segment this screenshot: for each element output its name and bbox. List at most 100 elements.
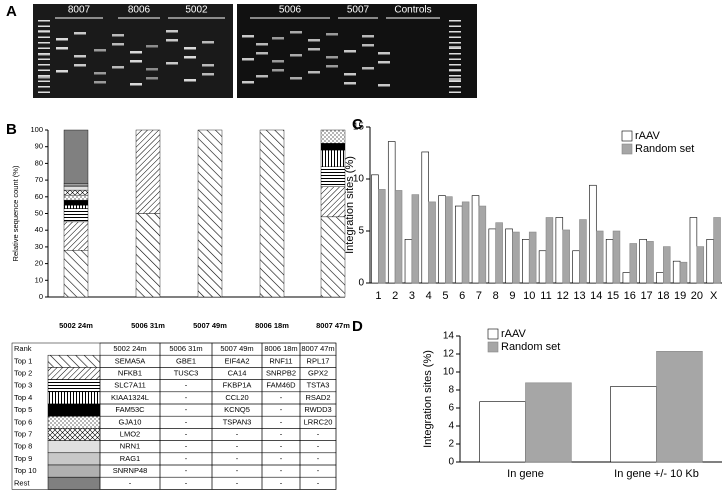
y-tick-label: 80	[35, 158, 43, 167]
bar-segment	[135, 129, 161, 214]
x-tick-label: 15	[607, 290, 619, 302]
gel-ladder	[38, 25, 50, 27]
gel-band	[362, 44, 374, 47]
gel-band	[94, 49, 106, 52]
bar-segment	[320, 186, 346, 218]
gel-band	[184, 47, 196, 50]
bar	[421, 151, 429, 284]
x-tick-label: 8	[493, 290, 499, 302]
table-cell-text: SNRPB2	[266, 368, 296, 377]
bar	[646, 241, 654, 284]
gel-ladder	[38, 80, 50, 82]
table-cell-text: SEMA5A	[115, 356, 145, 365]
gel-band	[74, 64, 86, 67]
gel-band	[242, 58, 254, 61]
x-tick-label: 11	[540, 290, 551, 302]
x-tick-label: 2	[392, 290, 398, 302]
table-cell-text: -	[185, 454, 188, 463]
table-cell-text: GJA10	[119, 417, 142, 426]
bar	[663, 246, 671, 284]
bar	[404, 239, 413, 284]
gel-band	[130, 51, 142, 54]
x-tick-label: 5007 49m	[193, 321, 227, 330]
table-cell-text: -	[236, 454, 239, 463]
gel-band	[362, 67, 374, 70]
table-cell-text: -	[317, 478, 320, 487]
table-cell-text: -	[280, 478, 283, 487]
bar	[522, 239, 530, 284]
x-tick-label: 7	[476, 290, 482, 302]
y-tick-label: 2	[448, 439, 454, 450]
gel-ladder	[38, 36, 50, 38]
bar	[696, 246, 705, 284]
gel-ladder	[38, 86, 50, 88]
table-swatch	[47, 367, 101, 380]
gel-band	[202, 73, 214, 76]
table-swatch	[47, 354, 101, 368]
table-cell-text: -	[185, 393, 188, 402]
x-tick-label: 5006 31m	[131, 321, 165, 330]
bar-segment	[63, 186, 89, 191]
gel-band	[256, 43, 268, 46]
gel-band	[378, 84, 390, 87]
gel-band	[146, 68, 158, 71]
y-tick-label: 0	[39, 292, 43, 301]
table-swatch	[47, 415, 101, 429]
bar	[622, 272, 631, 284]
table-cell-text: FAM46D	[266, 381, 296, 390]
bar-segment	[320, 129, 346, 144]
gel-band	[256, 75, 268, 78]
table-cell-text: -	[236, 429, 239, 438]
gel-band	[166, 39, 178, 42]
bar	[478, 205, 487, 284]
table-cell-text: GBE1	[176, 356, 196, 365]
bar-segment	[63, 189, 89, 196]
gel-lane-label: 8006	[128, 5, 151, 16]
y-tick-label: 10	[35, 275, 43, 284]
table-cell-text: -	[317, 442, 320, 451]
gel-band	[184, 79, 196, 82]
table-rank: Top 4	[14, 393, 32, 402]
y-tick-label: 6	[448, 403, 454, 414]
gel-band	[308, 71, 320, 74]
gel-ladder	[449, 47, 461, 49]
table-cell-text: -	[236, 478, 239, 487]
bar-segment	[63, 194, 89, 201]
gel-ladder	[449, 42, 461, 44]
table-cell-text: -	[129, 478, 132, 487]
gel-band	[449, 78, 461, 81]
bar	[371, 174, 379, 284]
table-cell-text: -	[317, 466, 320, 475]
table-border	[11, 342, 337, 490]
gel-ladder	[38, 64, 50, 66]
bar-segment	[320, 216, 346, 298]
gel-band	[56, 70, 68, 73]
table-cell-text: LRRC20	[304, 417, 333, 426]
table-col-header: 8007 47m	[301, 344, 334, 353]
gel-band	[112, 34, 124, 37]
x-tick-label: 19	[674, 290, 686, 302]
gel-band	[344, 50, 356, 53]
gel-band	[256, 52, 268, 55]
table-cell-text: RAG1	[120, 454, 140, 463]
gel-band	[130, 83, 142, 86]
bar-segment	[135, 213, 161, 298]
table-cell-text: -	[185, 405, 188, 414]
bar	[595, 230, 604, 284]
table-rank: Top 6	[14, 417, 32, 426]
table-cell-text: LMO2	[120, 429, 140, 438]
x-tick-label: 5002 24m	[59, 321, 93, 330]
gel-ladder	[449, 80, 461, 82]
table-cell-text: -	[185, 442, 188, 451]
x-tick-label: 14	[590, 290, 602, 302]
table-rank: Top 10	[14, 466, 37, 475]
bar	[656, 350, 703, 463]
bar	[445, 196, 453, 284]
table-cell-text: -	[236, 466, 239, 475]
bar	[612, 230, 621, 284]
table-cell-text: FAM53C	[115, 405, 145, 414]
gel-band	[362, 35, 374, 38]
gel-band	[290, 31, 302, 34]
gel-band	[130, 60, 142, 63]
